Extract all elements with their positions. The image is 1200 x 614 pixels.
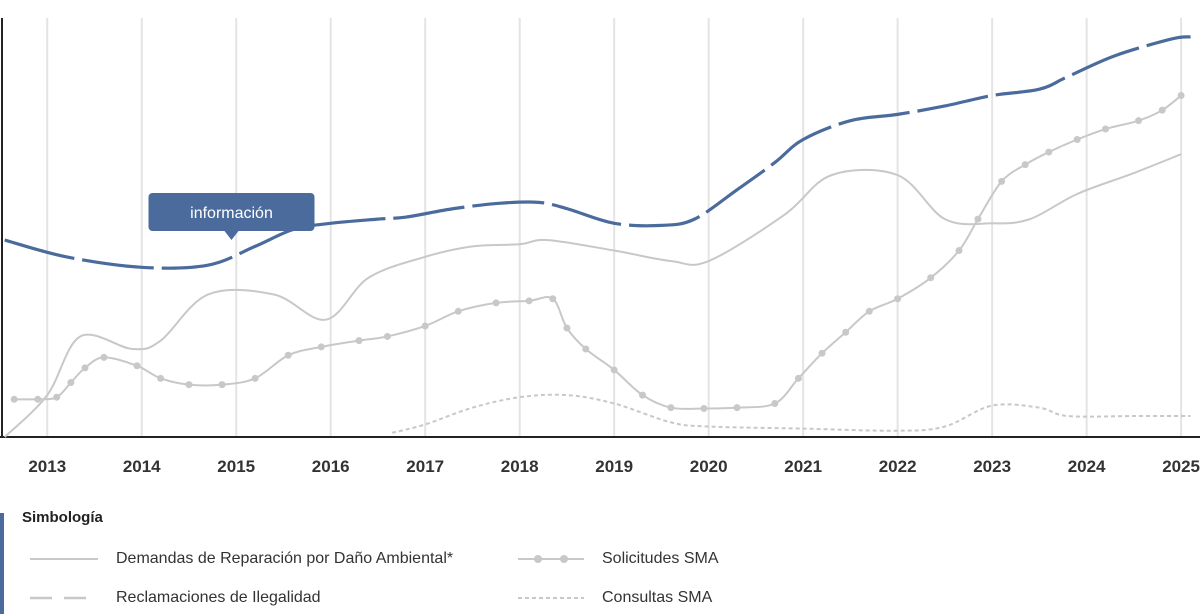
x-tick-labels: 2013 2014 2015 2016 2017 2018 2019 2020 2021 2022…: [28, 457, 1200, 476]
callout-text: información: [190, 205, 273, 222]
x-tick-label: 2023: [973, 457, 1011, 476]
series-dashed-thick: [4, 35, 1191, 270]
data-point[interactable]: [700, 405, 708, 413]
solid-line-swatch: [30, 558, 98, 560]
data-point[interactable]: [563, 324, 571, 332]
data-point[interactable]: [317, 343, 325, 351]
data-point[interactable]: [284, 351, 292, 359]
x-tick-label: 2017: [406, 457, 444, 476]
data-point[interactable]: [1135, 117, 1143, 125]
legend-title: Simbología: [22, 509, 103, 526]
callout-box: [148, 193, 315, 231]
gridlines: [46, 18, 1183, 437]
x-tick-label: 2021: [784, 457, 822, 476]
legend-label-consultas: Consultas SMA: [602, 589, 713, 606]
data-point[interactable]: [1102, 125, 1110, 133]
series-dotted: [391, 393, 1191, 434]
data-point[interactable]: [549, 295, 557, 303]
x-tick-label: 2016: [312, 457, 350, 476]
x-tick-label: 2019: [595, 457, 633, 476]
x-tick-label: 2018: [501, 457, 539, 476]
data-point[interactable]: [67, 379, 75, 387]
series-layer: [4, 35, 1191, 438]
data-point[interactable]: [818, 349, 826, 357]
legend-label-reclamaciones: Reclamaciones de Ilegalidad: [116, 589, 321, 606]
data-point[interactable]: [10, 395, 18, 403]
data-point[interactable]: [1073, 136, 1081, 144]
dashed-line-swatch: [30, 596, 98, 600]
x-tick-label: 2015: [217, 457, 255, 476]
data-point[interactable]: [525, 297, 533, 305]
x-tick-label: 2020: [690, 457, 728, 476]
data-point[interactable]: [100, 353, 108, 361]
series-line: [14, 94, 1182, 410]
data-point[interactable]: [955, 247, 963, 255]
data-point[interactable]: [355, 337, 363, 345]
data-point[interactable]: [842, 328, 850, 336]
data-point[interactable]: [927, 274, 935, 282]
data-point[interactable]: [865, 307, 873, 315]
data-point[interactable]: [771, 399, 779, 407]
data-point[interactable]: [34, 395, 42, 403]
data-point[interactable]: [667, 404, 675, 412]
legend-item-consultas[interactable]: Consultas SMA: [518, 589, 712, 607]
legend-item-demandas[interactable]: Demandas de Reparación por Daño Ambienta…: [30, 550, 453, 568]
series-line: [4, 35, 1191, 270]
data-point[interactable]: [1158, 106, 1166, 114]
series-line: [391, 393, 1191, 434]
data-point[interactable]: [218, 381, 226, 389]
data-point[interactable]: [251, 374, 259, 382]
data-point[interactable]: [383, 332, 391, 340]
data-point[interactable]: [53, 393, 61, 401]
data-point[interactable]: [492, 299, 500, 307]
data-point[interactable]: [81, 364, 89, 372]
data-point[interactable]: [733, 404, 741, 412]
data-point[interactable]: [1177, 92, 1185, 100]
x-tick-label: 2025: [1162, 457, 1200, 476]
data-point[interactable]: [794, 374, 802, 382]
legend-item-solicitudes[interactable]: Solicitudes SMA: [518, 550, 719, 568]
data-point[interactable]: [974, 215, 982, 223]
data-point[interactable]: [582, 345, 590, 353]
legend-label-solicitudes: Solicitudes SMA: [602, 550, 719, 567]
dotted-marker-swatch: [518, 555, 584, 563]
data-point[interactable]: [998, 177, 1006, 185]
series-line: [4, 153, 1182, 438]
x-tick-label: 2022: [879, 457, 917, 476]
data-point[interactable]: [894, 295, 902, 303]
legend-item-reclamaciones[interactable]: Reclamaciones de Ilegalidad: [30, 589, 321, 607]
series-solid: [4, 153, 1182, 438]
legend-label-demandas: Demandas de Reparación por Daño Ambienta…: [116, 550, 454, 567]
legend-accent-bar: [0, 513, 4, 614]
series-solid-dots: [10, 92, 1185, 413]
data-point[interactable]: [1045, 148, 1053, 156]
annotation-callout: información: [148, 193, 315, 240]
data-point[interactable]: [610, 366, 618, 374]
x-tick-label: 2014: [123, 457, 161, 476]
data-point[interactable]: [454, 307, 462, 315]
data-point[interactable]: [157, 374, 165, 382]
data-point[interactable]: [639, 391, 647, 399]
x-tick-label: 2024: [1068, 457, 1106, 476]
x-tick-label: 2013: [28, 457, 66, 476]
callout-pointer: [224, 231, 239, 240]
dotted-line-swatch: [518, 597, 584, 599]
data-point[interactable]: [421, 322, 429, 330]
data-point[interactable]: [185, 381, 193, 389]
data-point[interactable]: [1021, 161, 1029, 169]
line-chart: 2013 2014 2015 2016 2017 2018 2019 2020 2021 2022…: [0, 18, 1200, 476]
data-point[interactable]: [133, 362, 141, 370]
